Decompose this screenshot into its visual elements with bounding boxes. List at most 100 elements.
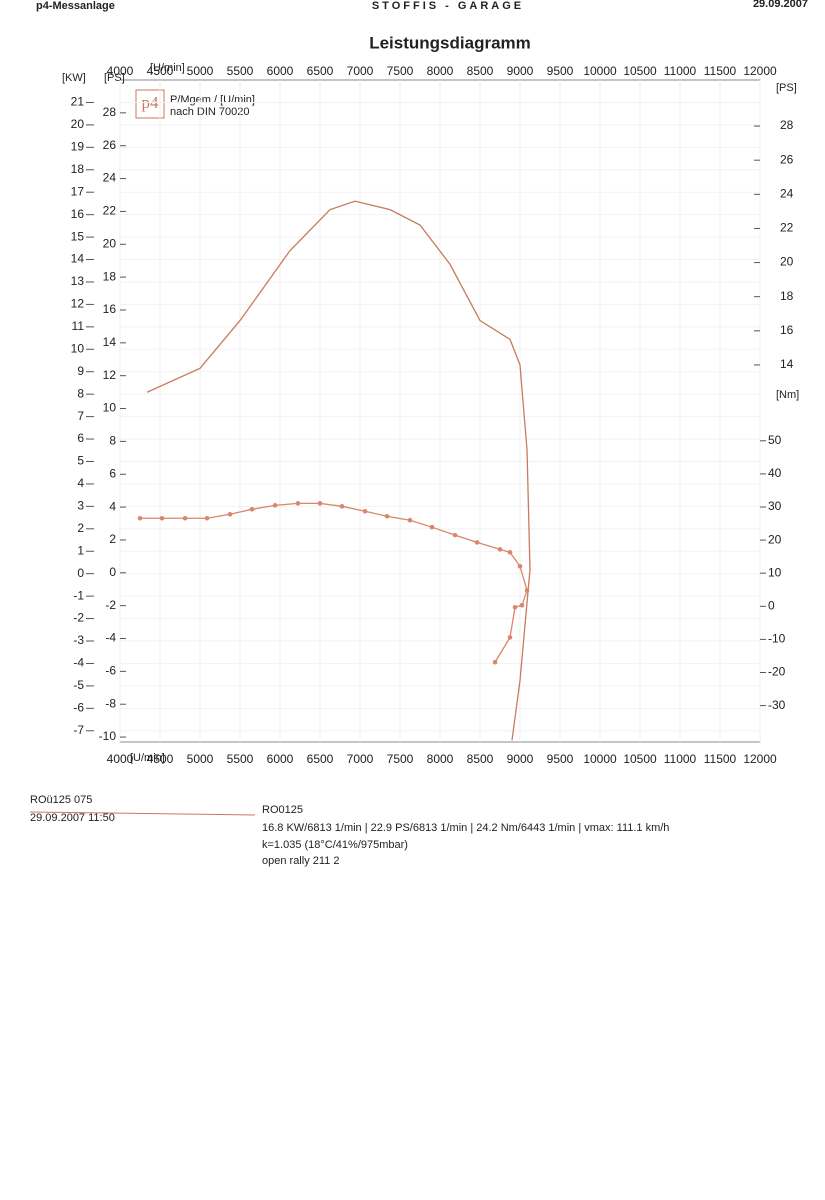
logo-box (135, 89, 165, 119)
y-tick-label: 21 (71, 95, 85, 109)
series-point (474, 540, 480, 545)
x-tick-label: 4500 (147, 64, 174, 78)
legend-line: nach DIN 70020 (170, 106, 250, 118)
x-tick-label: 6500 (307, 752, 334, 766)
x-tick-label: 11500 (704, 752, 737, 766)
y-tick-label: 3 (77, 499, 84, 513)
y-tick-label: 4 (77, 476, 84, 490)
x-tick-label: 5500 (227, 752, 254, 766)
header-left: p4-Messanlage (36, 0, 115, 12)
series-point (519, 602, 525, 608)
y-tick-label: 19 (71, 139, 85, 153)
series-point (429, 524, 435, 530)
y-tick-label: 5 (77, 454, 84, 468)
y2-tick-label: 20 (780, 255, 794, 269)
x-axis-label: [U/min] (150, 62, 185, 74)
y-tick-label: 1 (77, 543, 84, 557)
x-tick-label: 5000 (187, 64, 214, 78)
x-tick-label: 7500 (387, 64, 414, 78)
series-point (317, 501, 323, 506)
x-tick-label: 10000 (583, 752, 617, 766)
y-tick-label: 16 (103, 302, 117, 316)
y-tick-label: 0 (109, 565, 116, 579)
x-tick-label: 11500 (704, 64, 737, 78)
x-tick-label: 4000 (107, 64, 134, 78)
x-tick-label: 7500 (387, 752, 414, 766)
x-tick-label: 8000 (427, 64, 454, 78)
series-point (512, 604, 518, 610)
y-tick-label: 15 (71, 229, 85, 243)
footer-vehicle: open rally 211 2 (262, 855, 339, 867)
y-tick-label: 10 (103, 401, 117, 415)
y-tick-label: -7 (73, 723, 84, 737)
y-tick-label: 2 (109, 532, 116, 546)
y-tick-label: 18 (71, 162, 85, 176)
chart-title: Leistungsdiagramm (369, 33, 531, 52)
y2-tick-label: 28 (780, 118, 794, 132)
header-center: STOFFIS - GARAGE (372, 0, 524, 12)
series-point (362, 508, 368, 514)
series-point (517, 563, 523, 569)
y3-tick-label: 30 (768, 499, 782, 513)
y3-axis-label: [Nm] (776, 389, 799, 401)
y3-tick-label: -30 (768, 698, 786, 712)
x-tick-label: 4500 (147, 752, 174, 766)
x-tick-label: 5500 (227, 64, 254, 78)
x-tick-label: 10500 (623, 752, 657, 766)
series-point (159, 515, 165, 521)
y-tick-label: 20 (71, 117, 85, 131)
y3-tick-label: 20 (768, 532, 782, 546)
y2-tick-label: 26 (780, 152, 794, 166)
x-tick-label: 4000 (107, 752, 134, 766)
series-point (507, 635, 513, 640)
x-tick-label: 8500 (467, 752, 494, 766)
x-tick-label: 8500 (467, 64, 494, 78)
y-tick-label: -4 (105, 631, 116, 645)
series-line (146, 200, 531, 741)
y-tick-label: 28 (103, 105, 117, 119)
x-tick-label: 12000 (743, 64, 777, 78)
y-tick-label: 24 (103, 171, 117, 185)
footer-datetime: 29.09.2007 11:50 (30, 812, 115, 824)
y-tick-label: -6 (105, 664, 116, 678)
y-tick-label: 12 (71, 297, 85, 311)
y3-tick-label: 0 (768, 598, 775, 612)
y-tick-label: 4 (109, 499, 116, 513)
x-tick-label: 6000 (267, 752, 294, 766)
x-tick-label: 11000 (664, 752, 697, 766)
x-axis-label: [U/min] (130, 752, 165, 764)
x-tick-label: 9500 (547, 752, 574, 766)
y-tick-label: 18 (103, 269, 117, 283)
y3-tick-label: -20 (768, 665, 786, 679)
y-tick-label: 22 (103, 204, 117, 218)
y-tick-label: 16 (71, 207, 85, 221)
y-tick-label: -4 (73, 656, 84, 670)
y2-tick-label: 24 (780, 186, 794, 200)
y-tick-label: -1 (73, 588, 84, 602)
x-tick-label: 6500 (307, 64, 334, 78)
y-tick-label: 11 (72, 319, 85, 333)
x-tick-label: 9500 (547, 64, 574, 78)
y-tick-label: 14 (71, 252, 85, 266)
y-axis-label: [KW] (62, 72, 86, 84)
y-tick-label: 6 (77, 431, 84, 445)
series-point (497, 547, 503, 552)
series-point (249, 507, 255, 512)
series-point (182, 515, 188, 521)
y-tick-label: 20 (103, 236, 117, 250)
y-tick-label: 12 (103, 368, 117, 382)
y-tick-label: -6 (73, 701, 84, 715)
x-tick-label: 7000 (347, 64, 374, 78)
y-tick-label: 26 (103, 138, 117, 152)
y2-tick-label: 16 (780, 323, 794, 337)
y-tick-label: -10 (99, 729, 117, 743)
y-tick-label: 7 (77, 409, 84, 423)
footer-id-left: ROü125 075 (30, 794, 92, 806)
y-tick-label: -5 (73, 678, 84, 692)
x-tick-label: 6000 (267, 64, 294, 78)
x-tick-label: 11000 (664, 64, 697, 78)
y-tick-label: 2 (77, 521, 84, 535)
series-point (452, 532, 458, 538)
y-tick-label: 17 (71, 184, 85, 198)
